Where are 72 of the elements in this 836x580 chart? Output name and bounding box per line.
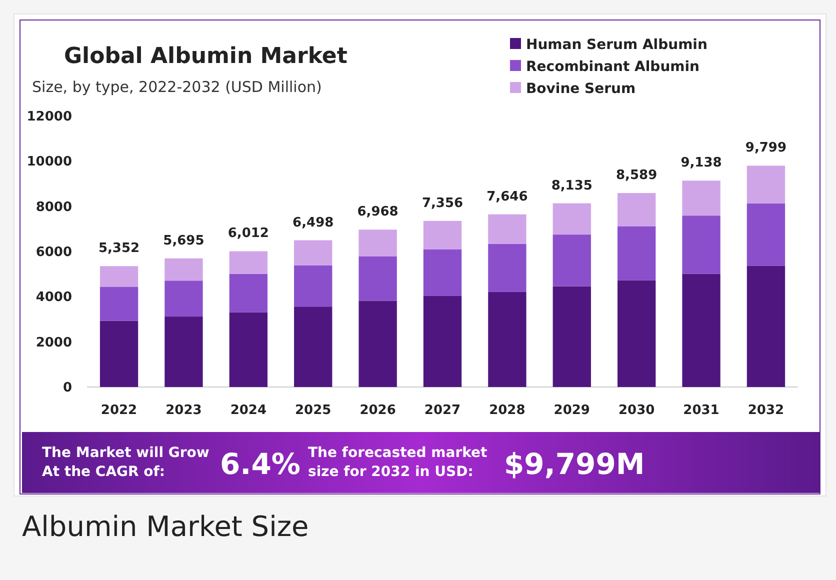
bar <box>423 296 462 387</box>
bar <box>552 234 591 286</box>
bar <box>294 266 332 307</box>
y-tick-label: 6000 <box>36 245 72 260</box>
x-tick-label: 2031 <box>683 403 720 418</box>
bar <box>358 256 397 301</box>
legend-label: Recombinant Albumin <box>526 59 700 75</box>
bar <box>100 266 138 287</box>
x-tick-label: 2022 <box>100 403 138 418</box>
y-tick-label: 8000 <box>36 200 72 215</box>
total-label: 8,135 <box>551 178 592 194</box>
bar <box>618 193 656 226</box>
bar <box>100 320 138 387</box>
bar <box>552 286 591 387</box>
x-tick-label: 2023 <box>166 403 202 418</box>
bar <box>100 286 138 321</box>
text: $9,799M <box>504 447 645 481</box>
x-tick-label: 2028 <box>489 403 526 418</box>
bar <box>488 244 526 292</box>
bar <box>229 312 268 387</box>
total-label: 9,799 <box>745 140 787 156</box>
text: The Market will Grow At the CAGR of: <box>42 445 210 480</box>
total-label: 6,968 <box>357 204 398 220</box>
legend-label: Human Serum Albumin <box>526 37 708 53</box>
x-tick-label: 2032 <box>748 403 784 418</box>
bar <box>358 300 397 387</box>
bar <box>164 280 203 317</box>
y-tick-label: 12000 <box>26 110 72 125</box>
bar <box>682 180 720 216</box>
bar <box>229 251 268 274</box>
x-tick-label: 2024 <box>230 403 267 418</box>
bar <box>682 216 720 274</box>
text: The forecasted market size for 2032 in USD: <box>308 445 488 480</box>
total-label: 5,695 <box>163 233 204 248</box>
chart-subtitle: Size, by type, 2022-2032 (USD Million) <box>32 78 322 96</box>
bar <box>358 230 397 256</box>
bar <box>423 220 462 250</box>
bar <box>294 240 332 266</box>
bar <box>746 166 786 204</box>
text: 6.4% <box>220 447 300 481</box>
bar <box>552 203 591 235</box>
x-tick-label: 2026 <box>360 403 396 418</box>
x-tick-label: 2025 <box>295 403 332 418</box>
x-tick-label: 2030 <box>618 403 655 418</box>
bar <box>618 226 656 280</box>
bar <box>164 258 203 281</box>
total-label: 5,352 <box>98 241 140 256</box>
bar <box>164 316 203 387</box>
bar <box>618 280 656 387</box>
total-label: 8,589 <box>616 168 658 184</box>
y-tick-label: 10000 <box>26 154 72 170</box>
bar <box>746 203 786 266</box>
x-tick-label: 2029 <box>554 403 590 418</box>
bar <box>229 274 268 312</box>
legend-label: Bovine Serum <box>526 81 636 97</box>
text: Albumin Market Size <box>22 510 309 543</box>
total-label: 6,012 <box>228 226 269 242</box>
bar <box>682 274 720 387</box>
total-label: 9,138 <box>680 156 722 171</box>
chart-title: Global Albumin Market <box>64 44 348 69</box>
total-label: 7,356 <box>422 196 464 211</box>
bar <box>423 249 462 296</box>
total-label: 7,646 <box>486 189 528 204</box>
x-tick-label: 2027 <box>424 403 461 418</box>
bar <box>294 306 332 387</box>
y-tick-label: 4000 <box>36 290 72 306</box>
y-tick-label: 0 <box>62 380 72 396</box>
bar <box>488 292 526 387</box>
bar <box>488 214 526 244</box>
y-tick-label: 2000 <box>36 335 72 350</box>
total-label: 6,498 <box>292 215 334 230</box>
bar <box>746 266 786 387</box>
